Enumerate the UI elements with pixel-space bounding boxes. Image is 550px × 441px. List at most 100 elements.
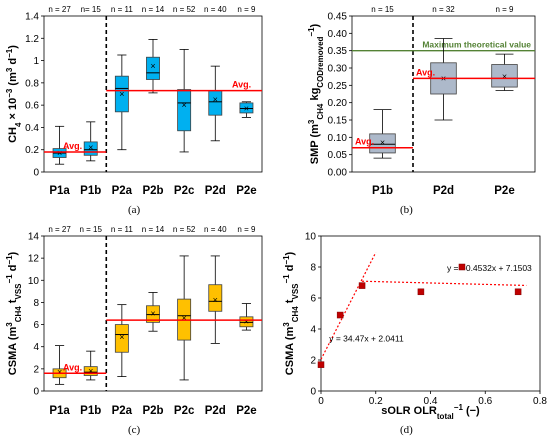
y-axis-label-part: ): [309, 23, 321, 27]
category-label: P2d: [205, 185, 226, 197]
mean-marker: ×: [119, 332, 124, 342]
y-tick-label: 2: [310, 356, 316, 367]
mean-marker: ×: [244, 103, 249, 113]
sample-count: n = 9: [237, 5, 256, 14]
y-axis-label-part: CH4: [316, 103, 325, 120]
y-axis-label-part: d: [7, 265, 19, 275]
y-tick-label: 0: [33, 387, 39, 398]
trendline-equation: y = 34.47x + 2.0411: [329, 333, 404, 343]
category-label: P2b: [142, 405, 163, 417]
y-axis-label-part: d: [284, 265, 296, 275]
trendline-equation: y = −0.4532x + 7.1503: [447, 263, 532, 273]
average-label: Avg.: [355, 137, 374, 147]
y-axis-label: CSMA (m3CH4 tVSS−1 d−1): [282, 251, 300, 375]
mean-marker: ×: [213, 295, 218, 305]
y-axis-label-part: −1: [5, 274, 14, 284]
sample-count: n = 14: [142, 225, 165, 234]
y-tick-label: 0.6: [25, 101, 39, 112]
reference-line-label: Maximum theoretical value: [422, 40, 531, 50]
mean-marker: ×: [182, 313, 187, 323]
category-label: P1a: [49, 405, 70, 417]
y-axis-label-part: × 10: [7, 98, 19, 123]
y-axis-label-part: CSMA (m: [284, 327, 296, 376]
sample-count: n = 11: [111, 225, 133, 234]
y-axis-label-part: kg: [309, 88, 321, 104]
sample-count: n = 32: [432, 5, 455, 14]
y-axis-label-part: t: [284, 299, 296, 306]
box-p2a: [114, 324, 129, 353]
category-label: P1b: [80, 405, 101, 417]
box-p2c: [177, 89, 192, 132]
y-tick-label: 6: [310, 294, 316, 305]
y-tick-label: 0.20: [328, 98, 348, 109]
category-label: P2e: [236, 185, 256, 197]
mean-marker: ×: [213, 95, 218, 105]
y-axis-label-part: t: [7, 299, 19, 306]
panel-b-box-plot: 0.00 0.05 0.10 0.15 0.20 0.25 0.30 0.35 0.40 0.45…: [307, 5, 536, 197]
trendline: [320, 252, 377, 360]
category-label: P2b: [142, 185, 163, 197]
y-axis-label-part: −1: [282, 274, 291, 284]
y-tick-label: 0.05: [328, 150, 348, 161]
y-tick-label: 8: [310, 263, 316, 274]
plot-frame: [351, 15, 536, 173]
plot-frame: [43, 15, 263, 173]
y-axis-label-part: ): [284, 251, 296, 255]
x-tick-label: 0.6: [478, 396, 492, 407]
category-label: P2a: [112, 405, 133, 417]
sample-count: n = 9: [495, 5, 514, 14]
y-axis-label-part: 3: [307, 119, 316, 124]
y-axis-label-part: CH4: [291, 306, 300, 323]
y-tick-label: 1.4: [25, 12, 39, 23]
average-label: Avg.: [63, 141, 82, 151]
category-label: P1b: [372, 185, 393, 197]
trendline: [362, 280, 527, 287]
caption-c: (c): [128, 424, 141, 436]
y-axis-label-part: CH4: [14, 306, 23, 323]
sample-count: n = 52: [173, 225, 196, 234]
category-label: P2a: [112, 185, 133, 197]
category-label: P2e: [236, 405, 256, 417]
mean-marker: ×: [150, 61, 155, 71]
y-tick-label: 10: [28, 276, 40, 287]
y-axis-label-part: d: [7, 58, 19, 68]
data-point: [358, 282, 366, 289]
sample-count: n = 15: [371, 5, 394, 14]
x-axis-label-part: total: [437, 412, 454, 421]
box-p2a: [114, 75, 129, 113]
y-tick-label: 0.15: [328, 116, 348, 127]
y-tick-label: 4: [33, 342, 39, 353]
box-p2e: [239, 102, 254, 114]
sample-count: n = 11: [111, 5, 133, 14]
mean-marker: ×: [502, 72, 507, 82]
y-axis-label-part: 3: [5, 67, 14, 72]
plot-frame: [320, 235, 541, 392]
data-point: [336, 311, 344, 319]
data-point: [514, 288, 522, 296]
category-label: P2d: [205, 405, 226, 417]
y-axis-label-part: CODremoved: [316, 36, 325, 87]
caption-b: (b): [400, 204, 413, 216]
y-tick-label: 2: [33, 364, 39, 375]
sample-count: n = 14: [142, 5, 165, 14]
mean-marker: ×: [57, 148, 62, 158]
category-label: P2c: [174, 185, 195, 197]
y-tick-label: 0.45: [328, 12, 348, 23]
x-tick-label: 0: [318, 396, 324, 407]
average-label: Avg.: [63, 362, 82, 372]
data-point: [317, 361, 325, 368]
y-tick-label: 0.30: [328, 64, 348, 75]
sample-count: n= 15: [81, 5, 102, 14]
y-tick-label: 0.2: [25, 145, 39, 156]
mean-marker: ×: [380, 138, 385, 148]
y-tick-label: 0.10: [328, 133, 348, 144]
mean-marker: ×: [88, 142, 93, 152]
y-tick-label: 0: [310, 387, 316, 398]
y-tick-label: 1.2: [25, 34, 39, 45]
caption-d: (d): [400, 424, 413, 436]
mean-marker: ×: [57, 367, 62, 377]
sample-count: n = 52: [173, 5, 196, 14]
